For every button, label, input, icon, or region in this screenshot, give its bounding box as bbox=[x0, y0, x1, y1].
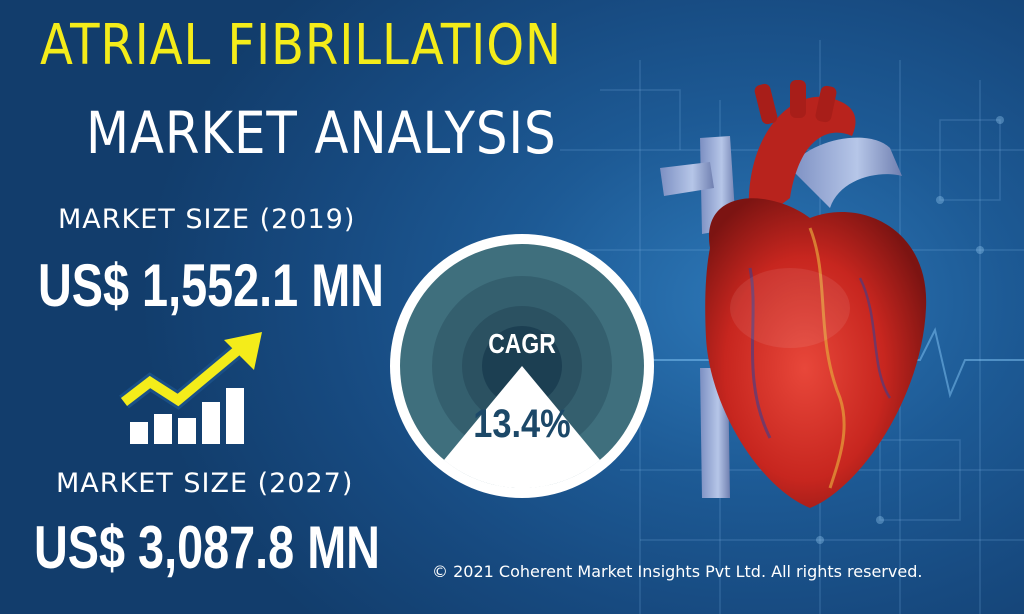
cagr-gauge bbox=[390, 234, 654, 498]
market-size-2019-label: MARKET SIZE (2019) bbox=[58, 204, 356, 235]
market-size-2019-value: US$ 1,552.1 MN bbox=[38, 252, 384, 319]
cagr-label: CAGR bbox=[488, 328, 556, 359]
bar-chart-up-arrow-icon bbox=[119, 332, 262, 444]
heart-illustration bbox=[660, 80, 927, 508]
title-line-1: ATRIAL FIBRILLATION bbox=[40, 13, 562, 78]
market-size-2027-value: US$ 3,087.8 MN bbox=[34, 514, 380, 581]
copyright-notice: © 2021 Coherent Market Insights Pvt Ltd.… bbox=[432, 562, 923, 581]
title-line-2: MARKET ANALYSIS bbox=[86, 99, 557, 167]
cagr-value: 13.4% bbox=[473, 402, 571, 446]
market-size-2027-label: MARKET SIZE (2027) bbox=[56, 468, 354, 499]
